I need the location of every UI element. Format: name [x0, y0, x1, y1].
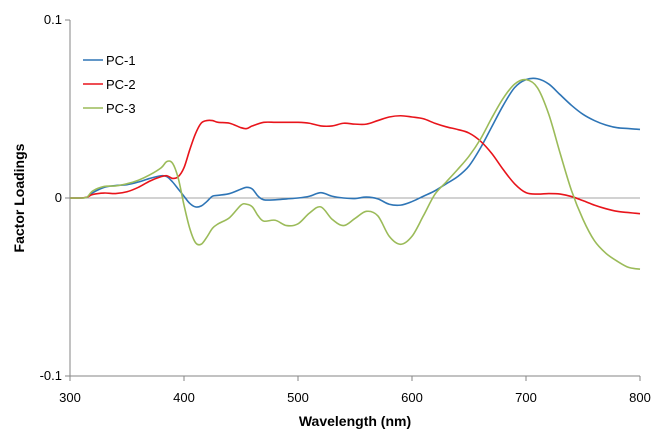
- series-group: [69, 77, 641, 270]
- series-line-pc-3: [69, 78, 641, 270]
- x-tick-label: 400: [173, 390, 195, 405]
- y-tick-label: 0.1: [44, 12, 62, 27]
- legend-label-pc-3: PC-3: [106, 101, 136, 116]
- x-axis-title: Wavelength (nm): [299, 413, 411, 429]
- legend-label-pc-1: PC-1: [106, 53, 136, 68]
- y-tick-label: -0.1: [40, 368, 62, 383]
- series-line-pc-2: [69, 114, 641, 215]
- x-tick-label: 500: [287, 390, 309, 405]
- y-tick-label: 0: [55, 190, 62, 205]
- legend: PC-1 PC-2 PC-3: [83, 53, 136, 116]
- x-tick-label: 600: [401, 390, 423, 405]
- tick-labels: -0.1 0 0.1 300 400 500 600 700 800: [40, 12, 651, 405]
- legend-label-pc-2: PC-2: [106, 77, 136, 92]
- x-tick-label: 300: [59, 390, 81, 405]
- y-axis-title: Factor Loadings: [11, 143, 27, 252]
- x-tick-label: 700: [515, 390, 537, 405]
- x-tick-label: 800: [629, 390, 651, 405]
